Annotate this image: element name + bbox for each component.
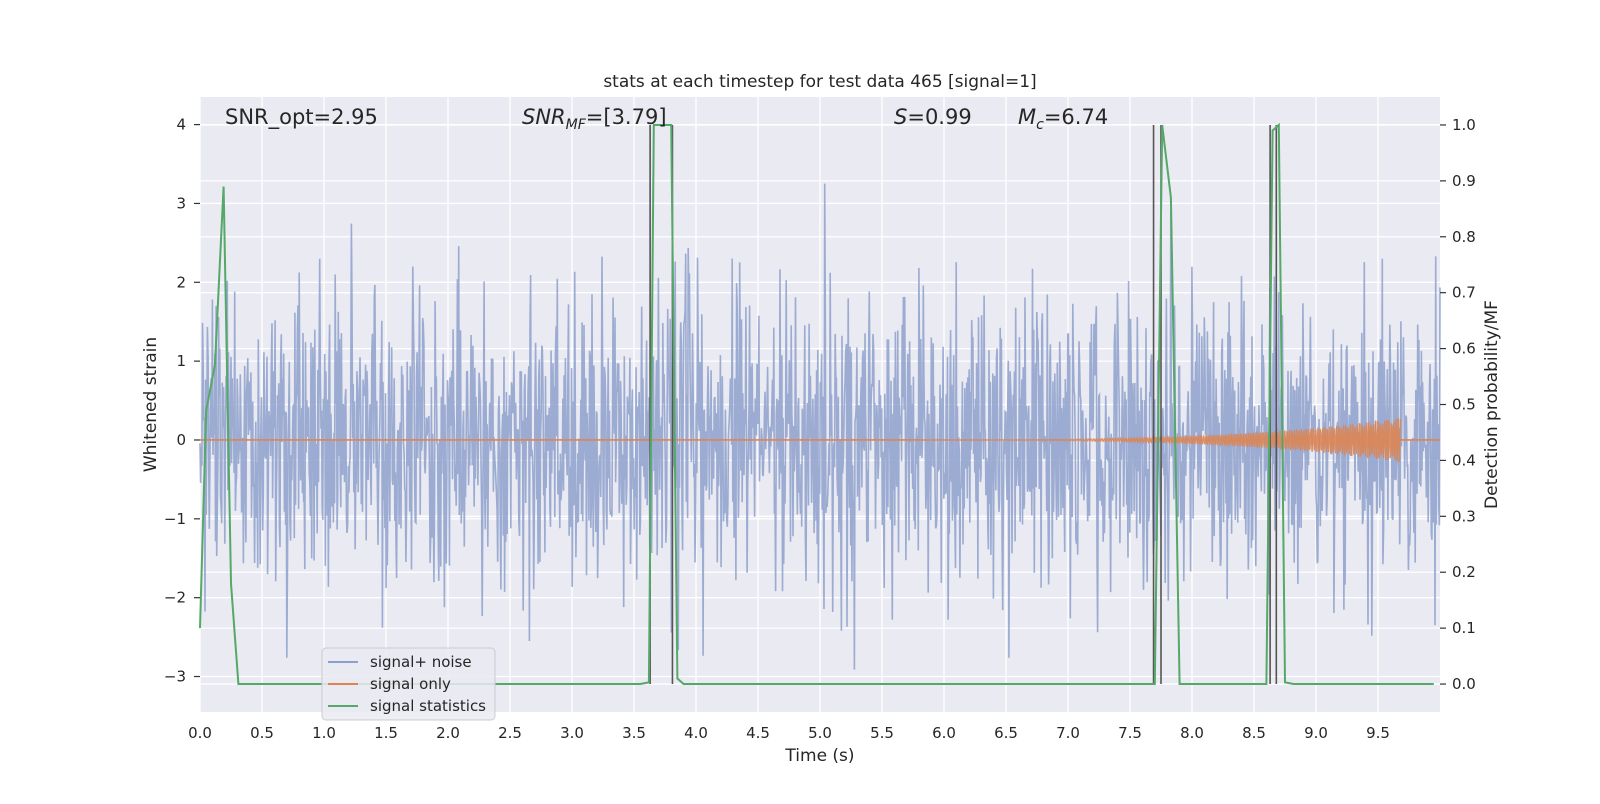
annotation-snr-opt: SNR_opt=2.95 [225, 105, 378, 130]
chart-title: stats at each timestep for test data 465… [603, 72, 1036, 92]
y-tick-label-right: 0.7 [1452, 284, 1476, 302]
legend: signal+ noise signal only signal statist… [321, 647, 496, 721]
x-tick-label: 3.0 [560, 724, 584, 742]
y-tick-label-left: −2 [164, 589, 186, 607]
y-tick-label-left: −1 [164, 510, 186, 528]
y-tick-label-left: 2 [176, 273, 186, 291]
signal-statistics-series [199, 122, 1434, 685]
annotation-snr-mf: SNRMF=[3.79] [522, 105, 667, 133]
x-tick-label: 8.0 [1180, 724, 1204, 742]
mc-subscript: c [1036, 117, 1044, 133]
y-tick-label-left: 3 [176, 194, 186, 212]
legend-entry-signal-only: signal only [370, 675, 451, 693]
x-tick-label: 5.5 [870, 724, 894, 742]
x-tick-label: 8.5 [1242, 724, 1266, 742]
x-tick-label: 6.0 [932, 724, 956, 742]
x-tick-label: 0.5 [250, 724, 274, 742]
signal-noise-series [199, 183, 1441, 670]
y-tick-label-right: 0.1 [1452, 619, 1476, 637]
y-tick-label-left: 0 [176, 431, 186, 449]
x-tick-label: 7.0 [1056, 724, 1080, 742]
y-tick-label-right: 0.4 [1452, 451, 1476, 469]
x-tick-label: 1.5 [374, 724, 398, 742]
signal-noise-line [199, 183, 1441, 670]
x-tick-label: 9.5 [1366, 724, 1390, 742]
y-tick-label-left: 1 [176, 352, 186, 370]
x-tick-label: 5.0 [808, 724, 832, 742]
mc-label: M [1018, 105, 1036, 129]
y-tick-label-right: 0.3 [1452, 507, 1476, 525]
annotation-mc: Mc=6.74 [1018, 105, 1108, 133]
x-tick-label: 9.0 [1304, 724, 1328, 742]
x-tick-label: 2.0 [436, 724, 460, 742]
x-tick-label: 2.5 [498, 724, 522, 742]
signal-only-series [200, 418, 1440, 462]
x-tick-label: 0.0 [188, 724, 212, 742]
x-tick-label: 4.5 [746, 724, 770, 742]
y-tick-label-right: 0.6 [1452, 340, 1476, 358]
snr-mf-value: =[3.79] [586, 105, 667, 129]
s-value: =0.99 [907, 105, 971, 129]
snr-mf-subscript: MF [566, 117, 587, 133]
legend-box [321, 647, 496, 721]
legend-entry-signal-statistics: signal statistics [370, 697, 486, 715]
annotation-s: S=0.99 [894, 105, 972, 129]
x-tick-label: 4.0 [684, 724, 708, 742]
s-label: S [894, 105, 907, 129]
snr-mf-label: SNR [522, 105, 566, 129]
y-tick-label-left: −3 [164, 668, 186, 686]
x-tick-label: 3.5 [622, 724, 646, 742]
signal-only-chirp [919, 418, 1401, 462]
x-tick-label: 6.5 [994, 724, 1018, 742]
x-tick-label: 7.5 [1118, 724, 1142, 742]
y-tick-label-right: 0.9 [1452, 172, 1476, 190]
x-axis-label: Time (s) [784, 746, 854, 766]
mc-value: =6.74 [1044, 105, 1108, 129]
y-tick-label-right: 0.0 [1452, 675, 1476, 693]
y-tick-label-left: 4 [176, 116, 186, 134]
y-tick-label-right: 0.8 [1452, 228, 1476, 246]
legend-entry-signal-noise: signal+ noise [370, 653, 472, 671]
x-tick-label: 1.0 [312, 724, 336, 742]
y-axis-label-left: Whitened strain [141, 337, 161, 472]
y-tick-label-right: 1.0 [1452, 116, 1476, 134]
signal-statistics-line [199, 122, 1434, 685]
y-axis-label-right: Detection probability/MF [1482, 300, 1502, 509]
y-tick-label-right: 0.5 [1452, 396, 1476, 414]
tick-labels: 0.0 0.5 1.0 1.5 2.0 2.5 3.0 3.5 4.0 4.5 5.0 5.5 6.0 6… [164, 116, 1476, 742]
y-tick-label-right: 0.2 [1452, 563, 1476, 581]
